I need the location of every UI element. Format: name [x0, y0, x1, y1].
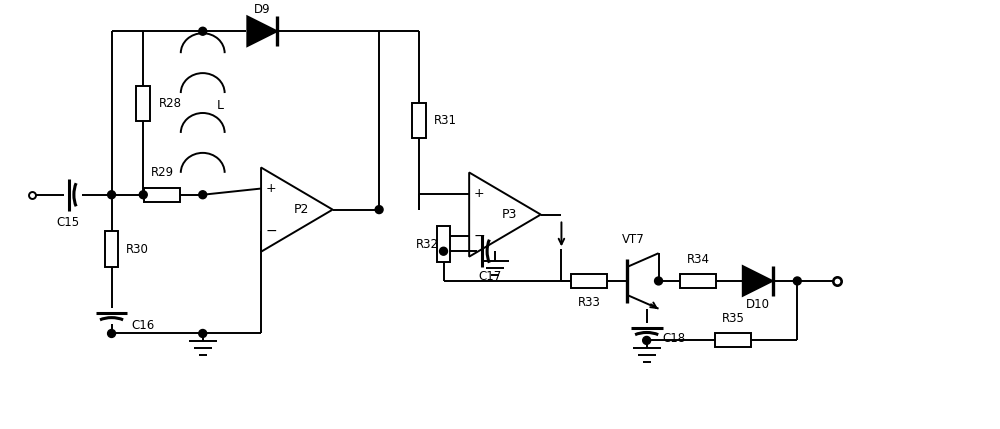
Circle shape — [108, 191, 116, 199]
Text: C17: C17 — [478, 271, 502, 284]
Polygon shape — [247, 16, 277, 46]
Text: D10: D10 — [746, 298, 770, 311]
Text: P3: P3 — [502, 208, 518, 221]
Text: P2: P2 — [294, 203, 309, 216]
Text: R30: R30 — [125, 243, 148, 256]
Bar — [136, 86, 150, 121]
Circle shape — [199, 329, 207, 338]
Circle shape — [655, 277, 663, 285]
Circle shape — [139, 191, 147, 199]
Circle shape — [199, 27, 207, 35]
Text: R29: R29 — [151, 166, 174, 179]
Text: +: + — [266, 182, 276, 195]
Text: VT7: VT7 — [622, 233, 645, 246]
Text: −: − — [473, 229, 485, 243]
Text: D9: D9 — [254, 3, 270, 16]
Bar — [715, 333, 751, 347]
Text: R28: R28 — [159, 97, 182, 110]
Text: −: − — [265, 224, 277, 238]
Text: C15: C15 — [56, 216, 80, 229]
Circle shape — [793, 277, 801, 285]
Text: R31: R31 — [434, 114, 457, 127]
Text: R34: R34 — [687, 253, 710, 266]
Circle shape — [108, 329, 116, 338]
Text: R32: R32 — [416, 238, 439, 251]
Bar — [412, 103, 426, 138]
Text: R35: R35 — [721, 312, 744, 325]
Circle shape — [199, 191, 207, 199]
Polygon shape — [743, 266, 773, 296]
Text: C16: C16 — [131, 319, 155, 332]
Text: R33: R33 — [578, 296, 601, 309]
Circle shape — [375, 205, 383, 214]
Text: +: + — [474, 187, 484, 200]
Circle shape — [440, 247, 447, 255]
Bar — [437, 227, 450, 262]
Bar — [680, 274, 716, 288]
Bar — [571, 274, 607, 288]
Text: C18: C18 — [663, 332, 686, 345]
Text: L: L — [217, 99, 224, 112]
Circle shape — [643, 336, 651, 344]
Bar — [105, 231, 118, 267]
Bar — [144, 188, 180, 202]
